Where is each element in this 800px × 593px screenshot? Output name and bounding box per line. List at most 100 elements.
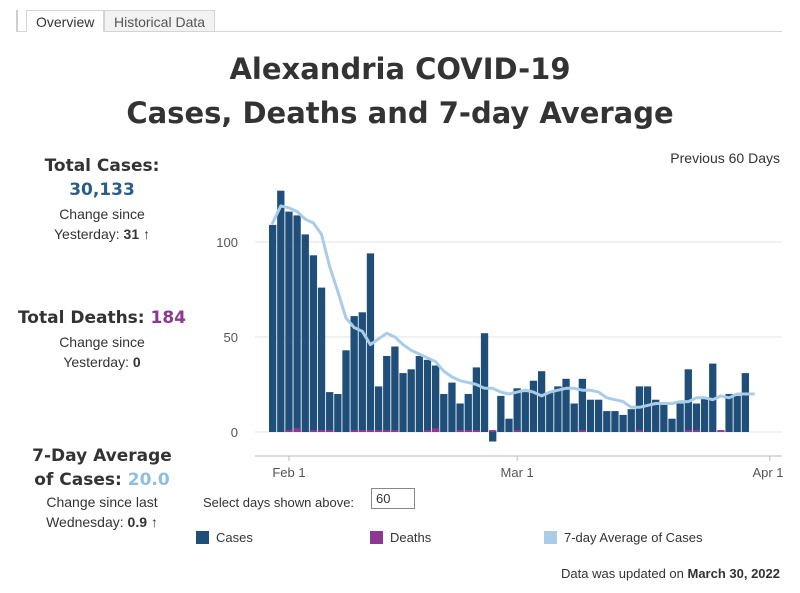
case-bar — [611, 411, 619, 432]
death-bar — [374, 430, 383, 432]
case-bar — [578, 378, 586, 432]
case-bar — [480, 333, 489, 432]
y-tick-label: 50 — [224, 330, 238, 345]
case-bar — [309, 255, 318, 432]
deaths-change-value: 0 — [132, 354, 141, 370]
case-bar — [660, 403, 668, 432]
average-line — [271, 204, 755, 409]
legend-item-deaths[interactable]: Deaths — [370, 530, 431, 546]
last-updated-date: March 30, 2022 — [687, 566, 780, 581]
case-bar — [627, 409, 635, 432]
legend-swatch-average — [544, 531, 557, 544]
legend-item-average[interactable]: 7-day Average of Cases — [544, 530, 703, 546]
case-bar — [423, 359, 432, 432]
death-bar — [309, 430, 318, 432]
case-bar — [285, 211, 293, 432]
legend-label-average: 7-day Average of Cases — [564, 530, 703, 545]
cases-change-row: Yesterday: 31 ↑ — [12, 224, 192, 244]
case-bar — [546, 392, 554, 432]
case-bar — [293, 215, 301, 432]
case-bar — [595, 399, 603, 432]
case-bar — [440, 394, 448, 432]
case-bar — [456, 403, 464, 432]
last-updated: Data was updated on March 30, 2022 — [561, 566, 780, 581]
case-bar — [269, 224, 277, 432]
case-bar — [407, 369, 415, 432]
case-bar — [635, 386, 644, 432]
y-tick-label: 100 — [216, 235, 238, 250]
death-bar — [423, 430, 432, 432]
x-tick-label: Feb 1 — [272, 465, 305, 480]
x-tick-label: Mar 1 — [501, 465, 534, 480]
legend-label-deaths: Deaths — [390, 530, 432, 545]
arrow-up-icon: ↑ — [143, 226, 150, 242]
case-bar — [725, 394, 733, 432]
avg-change-row: Wednesday: 0.9 ↑ — [12, 512, 192, 532]
death-bar — [317, 430, 326, 432]
case-bar — [301, 234, 309, 432]
case-bar — [334, 394, 342, 432]
case-bar — [277, 190, 285, 432]
cases-change-label: Change since — [59, 206, 145, 222]
tab-overview[interactable]: Overview — [26, 10, 105, 32]
case-bar — [326, 392, 334, 432]
total-deaths-label: Total Deaths: — [17, 308, 151, 328]
death-bar — [383, 430, 391, 432]
case-bar — [521, 392, 529, 432]
death-bar — [635, 430, 644, 432]
case-bar — [586, 399, 595, 432]
case-bar — [383, 356, 391, 432]
y-tick-label: 0 — [231, 425, 238, 440]
total-cases-panel: Total Cases: 30,133 Change since Yesterd… — [12, 156, 192, 244]
case-bar — [505, 418, 513, 432]
x-tick-label: Apr 1 — [752, 465, 783, 480]
tab-bar-edge — [16, 10, 18, 32]
case-bar — [415, 356, 423, 432]
case-bar — [652, 399, 660, 432]
case-bar — [513, 388, 521, 432]
death-bar — [456, 430, 464, 432]
case-bar — [448, 382, 456, 432]
deaths-change-sep: : — [125, 354, 133, 370]
case-bar — [562, 378, 570, 432]
death-bar — [285, 430, 293, 432]
death-bar — [464, 430, 472, 432]
avg-change-prefix: Wednesday: — [46, 514, 128, 530]
total-deaths-panel: Total Deaths: 184 Change since Yesterday… — [12, 308, 192, 372]
case-bar — [537, 371, 546, 432]
cases-change-prefix: Yesterday: — [54, 226, 124, 242]
case-bar — [358, 312, 366, 432]
death-bar — [432, 428, 440, 432]
case-bar — [529, 380, 538, 432]
case-bar — [374, 386, 383, 432]
avg-change-label: Change since last — [46, 494, 158, 510]
case-bar — [391, 346, 399, 432]
legend-item-cases[interactable]: Cases — [196, 530, 253, 546]
deaths-change-label: Change since — [59, 334, 145, 350]
death-bar — [692, 430, 701, 432]
legend-swatch-deaths — [370, 531, 383, 544]
death-bar — [293, 428, 301, 432]
death-bar — [717, 430, 725, 432]
page-title-line2: Cases, Deaths and 7-day Average — [126, 96, 674, 130]
case-bar — [733, 395, 741, 432]
avg-change-value: 0.9 — [127, 514, 148, 530]
tab-historical-data[interactable]: Historical Data — [104, 10, 216, 32]
avg-label-line1: 7-Day Average — [32, 446, 172, 466]
cases-change-value: 31 — [123, 226, 140, 242]
case-bar — [741, 373, 749, 432]
death-bar — [684, 430, 692, 432]
case-bar — [709, 363, 717, 432]
case-bar — [432, 365, 440, 432]
death-bar — [489, 430, 497, 432]
case-bar — [668, 418, 676, 432]
case-bar — [619, 414, 627, 432]
death-bar — [472, 430, 481, 432]
days-selector-input[interactable] — [371, 488, 415, 509]
case-bar — [603, 411, 611, 432]
tab-bar — [16, 10, 782, 32]
page-title-line1: Alexandria COVID-19 — [229, 52, 571, 86]
case-bar — [570, 403, 578, 432]
case-bar — [700, 397, 709, 432]
